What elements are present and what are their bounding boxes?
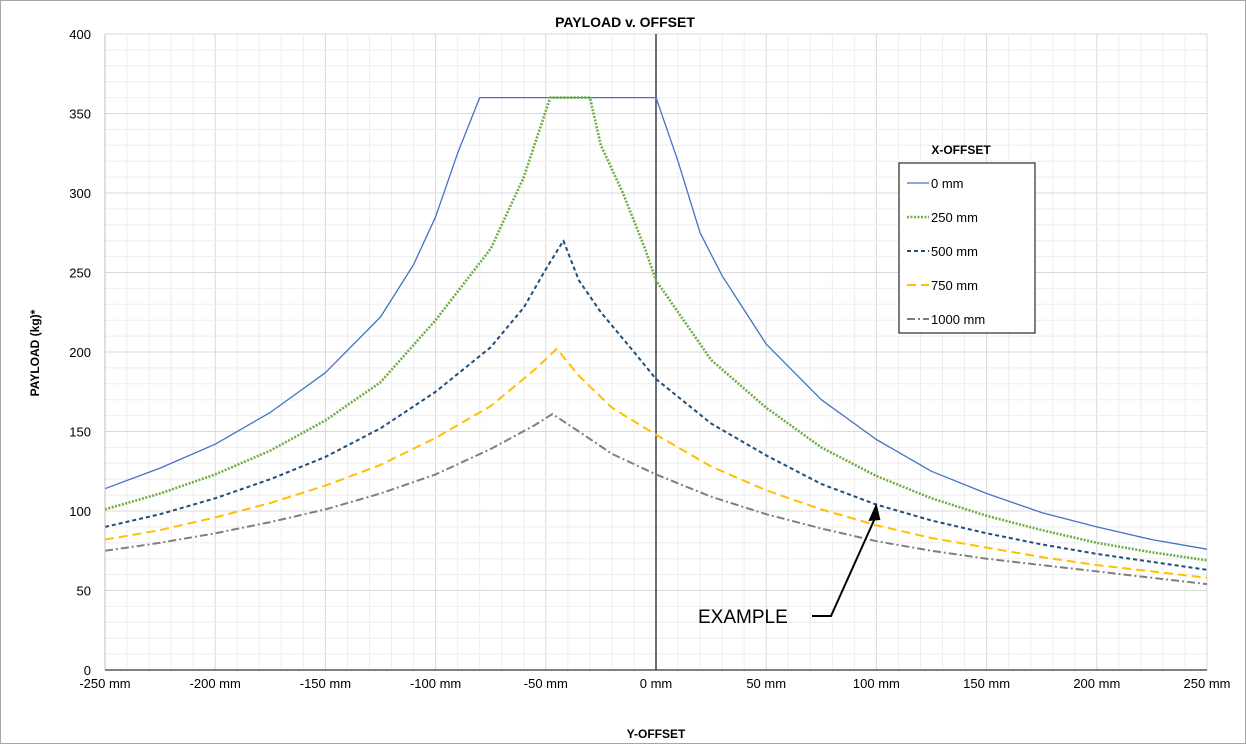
- x-tick-label: -200 mm: [190, 676, 241, 691]
- x-tick-label: -250 mm: [79, 676, 130, 691]
- y-tick-label: 250: [69, 266, 91, 281]
- series-line-0-mm: [104, 96, 1208, 550]
- y-tick-label: 0: [84, 663, 91, 678]
- example-label: EXAMPLE: [698, 607, 788, 628]
- x-tick-label: -150 mm: [300, 676, 351, 691]
- example-arrow-line: [812, 514, 878, 617]
- x-tick-label: 50 mm: [746, 676, 786, 691]
- y-tick-label: 200: [69, 345, 91, 360]
- legend-label: 750 mm: [931, 278, 978, 293]
- y-tick-label: 350: [69, 107, 91, 122]
- y-axis-title: PAYLOAD (kg)*: [28, 309, 42, 396]
- y-tick-label: 300: [69, 186, 91, 201]
- y-tick-label: 400: [69, 27, 91, 42]
- x-tick-label: 250 mm: [1184, 676, 1231, 691]
- example-arrow-head: [868, 503, 881, 521]
- legend-title: X-OFFSET: [931, 143, 991, 157]
- series-line-500-mm: [104, 239, 1208, 571]
- y-tick-label: 150: [69, 425, 91, 440]
- x-tick-label: 0 mm: [640, 676, 673, 691]
- series-line-250-mm: [104, 96, 1208, 562]
- chart-title: PAYLOAD v. OFFSET: [555, 14, 695, 30]
- legend-box: [898, 162, 1036, 334]
- example-annotation: EXAMPLE: [698, 503, 881, 628]
- legend-label: 1000 mm: [931, 312, 985, 327]
- x-tick-label: -50 mm: [524, 676, 568, 691]
- legend: X-OFFSET 0 mm 250 mm 500 mm 750 mm 1000 mm: [898, 143, 1036, 334]
- axes: -250 mm -200 mm -150 mm -100 mm -50 mm 0 mm 50…: [69, 27, 1230, 691]
- series-line-750-mm: [104, 347, 1208, 579]
- legend-label: 500 mm: [931, 244, 978, 259]
- legend-items: 0 mm 250 mm 500 mm 750 mm 1000 mm: [907, 176, 985, 327]
- x-tick-label: 100 mm: [853, 676, 900, 691]
- x-tick-label: 200 mm: [1073, 676, 1120, 691]
- y-tick-label: 50: [77, 584, 91, 599]
- y-tick-label: 100: [69, 504, 91, 519]
- x-axis-title: Y-OFFSET: [627, 727, 686, 741]
- legend-label: 250 mm: [931, 210, 978, 225]
- x-tick-label: 150 mm: [963, 676, 1010, 691]
- x-tick-label: -100 mm: [410, 676, 461, 691]
- legend-label: 0 mm: [931, 176, 964, 191]
- series-layer: [104, 96, 1208, 586]
